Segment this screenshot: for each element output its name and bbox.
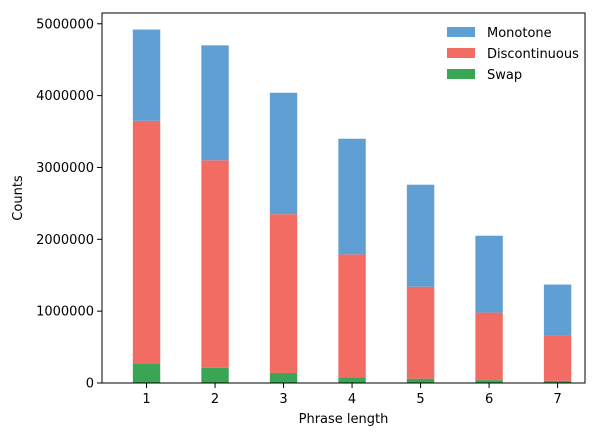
legend-label-swap: Swap — [487, 68, 522, 83]
legend-swatch-swap — [447, 69, 475, 79]
bar-discontinuous-5 — [406, 286, 435, 379]
bar-swap-3 — [269, 372, 298, 383]
y-tick-label: 0 — [86, 377, 94, 392]
bar-monotone-6 — [475, 235, 503, 313]
bars-layer — [132, 29, 572, 383]
y-tick-label: 3000000 — [36, 161, 94, 176]
bar-discontinuous-4 — [338, 254, 366, 378]
bar-monotone-2 — [201, 45, 229, 161]
y-tick-label: 5000000 — [36, 17, 94, 32]
bar-swap-2 — [201, 367, 229, 383]
x-tick-label: 5 — [416, 392, 424, 407]
bar-discontinuous-3 — [269, 214, 298, 373]
bar-swap-4 — [338, 377, 366, 383]
bar-monotone-5 — [406, 184, 435, 287]
y-tick-label: 2000000 — [36, 233, 94, 248]
y-tick-label: 1000000 — [36, 305, 94, 320]
bar-swap-6 — [475, 380, 503, 383]
y-tick-label: 4000000 — [36, 89, 94, 104]
plot-frame — [101, 12, 586, 384]
bar-swap-5 — [406, 378, 435, 383]
legend-label-discontinuous: Discontinuous — [487, 47, 579, 62]
x-tick-label: 4 — [348, 392, 356, 407]
x-axis: 1 2 3 4 5 6 7 — [142, 383, 562, 407]
x-tick-label: 6 — [485, 392, 493, 407]
bar-monotone-4 — [338, 138, 366, 255]
bar-swap-1 — [132, 363, 161, 383]
legend-swatch-monotone — [447, 27, 475, 37]
y-axis-label: Counts — [11, 175, 26, 221]
bar-discontinuous-7 — [543, 335, 572, 381]
bar-monotone-1 — [132, 29, 161, 121]
legend: Monotone Discontinuous Swap — [447, 26, 579, 83]
y-axis: 0 1000000 2000000 3000000 4000000 5000000 — [36, 17, 102, 392]
x-tick-label: 3 — [279, 392, 287, 407]
legend-swatch-discontinuous — [447, 48, 475, 58]
x-tick-label: 7 — [553, 392, 561, 407]
bar-discontinuous-6 — [475, 312, 503, 381]
bar-monotone-7 — [543, 284, 572, 336]
x-tick-label: 2 — [211, 392, 219, 407]
bar-discontinuous-2 — [201, 160, 229, 368]
legend-label-monotone: Monotone — [487, 26, 552, 41]
x-tick-label: 1 — [142, 392, 150, 407]
bar-discontinuous-1 — [132, 120, 161, 364]
x-axis-label: Phrase length — [299, 412, 389, 427]
bar-monotone-3 — [269, 92, 298, 215]
bar-swap-7 — [543, 380, 572, 383]
